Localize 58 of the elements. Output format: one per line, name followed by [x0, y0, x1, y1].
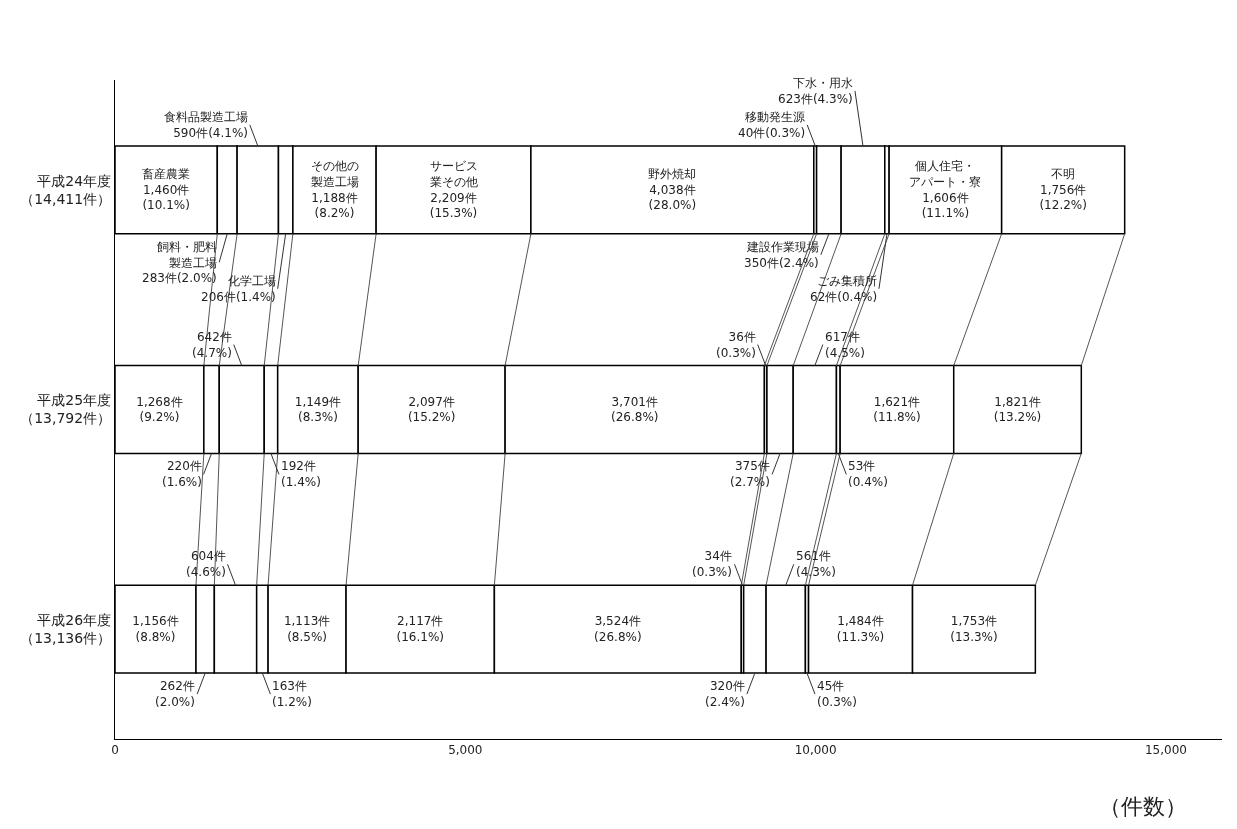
data-label: 192件 (1.4%): [281, 459, 321, 489]
data-label: 617件 (4.5%): [825, 330, 865, 360]
data-label: 45件 (0.3%): [817, 679, 857, 709]
data-label: 2,097件 (15.2%): [407, 394, 456, 425]
data-label: 3,524件 (26.8%): [594, 614, 642, 644]
data-label: 1,753件 (13.3%): [950, 614, 998, 644]
data-label: 206件(1.4%): [201, 289, 276, 304]
data-label: 623件(4.3%): [778, 91, 853, 106]
data-label: 1,484件 (11.3%): [836, 614, 885, 644]
data-label: 1,188件 (8.2%): [311, 190, 358, 221]
data-label: 1,460件 (10.1%): [142, 182, 190, 213]
series-label: 移動発生源: [745, 110, 806, 124]
data-label: 62件(0.4%): [810, 289, 878, 304]
text: ごみ集積所: [817, 274, 878, 288]
series-label: 食料品製造工場: [164, 110, 248, 124]
data-label: 283件(2.0%): [142, 271, 217, 286]
data-label: 163件 (1.2%): [272, 679, 312, 709]
data-label: 320件 (2.4%): [705, 679, 745, 709]
data-label: 3,701件 (26.8%): [611, 394, 659, 425]
y-tick-label: 平成24年度（14,411件）: [20, 172, 112, 207]
text: 化学工場: [227, 274, 276, 288]
series-label: 個人住宅・アパート・寮: [909, 159, 982, 190]
data-label: 53件 (0.4%): [848, 459, 888, 489]
data-label: 1,268件 (9.2%): [136, 394, 183, 425]
x-axis-title: （件数）: [1099, 794, 1187, 819]
data-label: 590件(4.1%): [173, 125, 248, 140]
data-label: 2,209件 (15.3%): [429, 190, 478, 221]
series-label: 野外焼却: [648, 167, 697, 182]
x-tick-label: 15,000: [1144, 743, 1187, 758]
y-tick-label: 平成25年度（13,792件）: [20, 392, 112, 427]
series-label: 建設作業現場: [745, 240, 819, 254]
x-tick-label: 0: [111, 743, 119, 758]
data-label: 262件 (2.0%): [155, 679, 195, 709]
data-label: 40件(0.3%): [738, 125, 806, 140]
data-label: 350件(2.4%): [744, 255, 819, 270]
data-label: 642件 (4.7%): [192, 330, 232, 360]
text: 下水・用水: [792, 76, 853, 90]
data-label: 1,113件 (8.5%): [283, 614, 331, 644]
series-label: 不明: [1051, 167, 1076, 182]
data-label: 4,038件 (28.0%): [648, 182, 697, 213]
series-label: 飼料・肥料製造工場: [156, 240, 217, 270]
data-label: 1,156件 (8.8%): [132, 614, 179, 644]
data-label: 1,821件 (13.2%): [993, 394, 1042, 425]
data-label: 2,117件 (16.1%): [396, 614, 444, 644]
series-label: サービス業その他: [429, 159, 478, 190]
data-label: 34件 (0.3%): [692, 549, 732, 579]
data-label: 1,756件 (12.2%): [1039, 182, 1087, 213]
data-label: 561件 (4.3%): [796, 549, 836, 579]
data-label: 1,621件 (11.8%): [873, 394, 921, 425]
data-label: 1,606件 (11.1%): [921, 190, 970, 221]
data-label: 1,149件 (8.3%): [294, 394, 342, 425]
series-label: 畜産農業: [142, 167, 191, 182]
y-tick-label: 平成26年度（13,136件）: [20, 611, 112, 647]
data-label: 220件 (1.6%): [162, 459, 202, 489]
series-label: その他の製造工場: [310, 159, 359, 190]
x-tick-label: 5,000: [448, 743, 483, 758]
data-label: 36件 (0.3%): [716, 330, 756, 360]
x-tick-label: 10,000: [794, 743, 837, 758]
